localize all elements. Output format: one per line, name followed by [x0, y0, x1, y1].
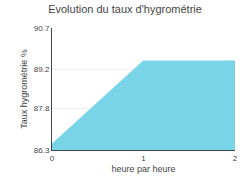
svg-text:90.7: 90.7 [34, 24, 50, 33]
svg-text:heure par heure: heure par heure [111, 164, 175, 174]
svg-text:2: 2 [233, 154, 238, 163]
svg-text:0: 0 [50, 154, 55, 163]
svg-text:87.8: 87.8 [34, 104, 50, 113]
svg-text:89.2: 89.2 [34, 65, 50, 74]
svg-text:86.3: 86.3 [34, 146, 50, 155]
svg-text:1: 1 [141, 154, 146, 163]
svg-text:Evolution du taux d'hygrométri: Evolution du taux d'hygrométrie [48, 3, 202, 15]
svg-text:Taux hygrométrie %: Taux hygrométrie % [19, 49, 29, 129]
